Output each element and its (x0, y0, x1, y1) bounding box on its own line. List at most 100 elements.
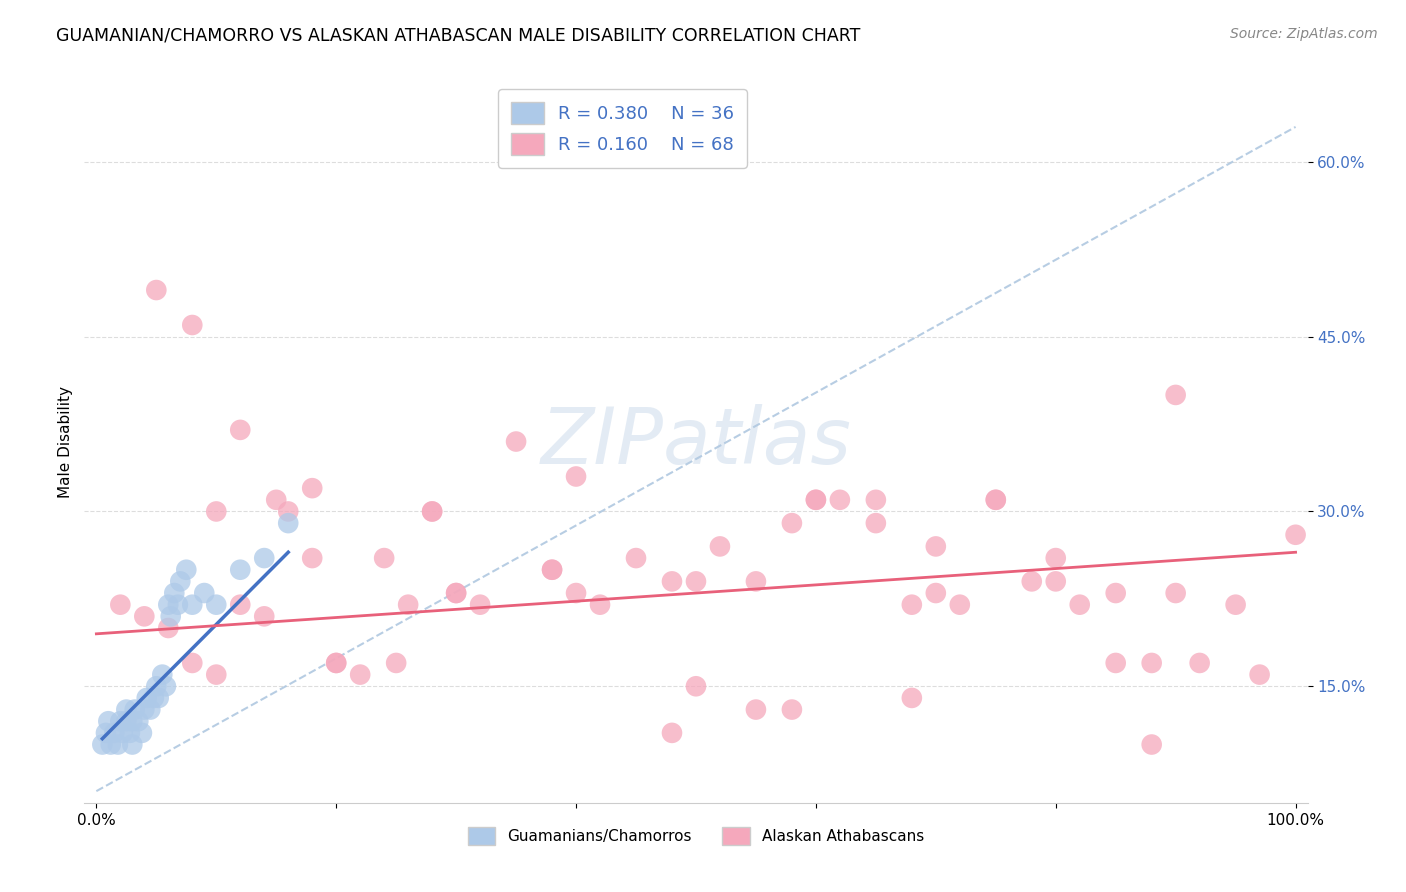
Point (565, 586, 588, 600)
Point (111, 726, 134, 740)
Point (97, 714, 120, 729)
Point (139, 702, 162, 716)
Point (565, 469, 588, 483)
Point (264, 492, 287, 507)
Text: ZIPatlas: ZIPatlas (540, 403, 852, 480)
Point (145, 283, 167, 297)
Point (780, 702, 803, 716)
Point (1045, 574, 1067, 589)
Point (181, 598, 204, 612)
Point (253, 551, 276, 566)
Point (661, 574, 683, 589)
Point (100, 738, 122, 752)
Point (984, 492, 1007, 507)
Point (134, 702, 156, 716)
Point (103, 726, 125, 740)
Point (193, 586, 215, 600)
Text: Source: ZipAtlas.com: Source: ZipAtlas.com (1230, 27, 1378, 41)
Point (253, 609, 276, 624)
Point (373, 551, 395, 566)
Point (110, 598, 132, 612)
Point (685, 679, 707, 693)
Point (745, 574, 768, 589)
Point (91, 738, 114, 752)
Point (444, 586, 467, 600)
Point (115, 702, 138, 716)
Point (984, 492, 1007, 507)
Point (865, 516, 887, 530)
Point (1140, 738, 1163, 752)
Point (205, 667, 228, 681)
Point (135, 690, 157, 705)
Point (277, 504, 299, 518)
Y-axis label: Male Disability: Male Disability (58, 385, 73, 498)
Point (901, 598, 924, 612)
Point (205, 504, 228, 518)
Point (229, 598, 252, 612)
Point (150, 667, 173, 681)
Point (110, 714, 132, 729)
Point (167, 598, 190, 612)
Point (1284, 528, 1306, 542)
Point (325, 656, 347, 670)
Point (1164, 586, 1187, 600)
Point (780, 516, 803, 530)
Point (1140, 656, 1163, 670)
Point (205, 598, 228, 612)
Legend: Guamanians/Chamorros, Alaskan Athabascans: Guamanians/Chamorros, Alaskan Athabascan… (460, 819, 932, 853)
Point (901, 690, 924, 705)
Point (420, 504, 443, 518)
Point (301, 481, 323, 495)
Point (325, 656, 347, 670)
Point (121, 714, 143, 729)
Point (349, 667, 371, 681)
Point (229, 423, 252, 437)
Point (804, 492, 827, 507)
Point (1069, 598, 1091, 612)
Point (1164, 388, 1187, 402)
Point (174, 563, 197, 577)
Point (94, 726, 117, 740)
Point (127, 714, 149, 729)
Point (1105, 656, 1128, 670)
Point (589, 598, 612, 612)
Point (163, 586, 186, 600)
Point (181, 318, 204, 332)
Point (1225, 598, 1247, 612)
Point (396, 598, 419, 612)
Point (709, 540, 731, 554)
Point (118, 726, 141, 740)
Point (148, 690, 170, 705)
Point (229, 563, 252, 577)
Point (301, 551, 323, 566)
Point (145, 679, 167, 693)
Point (925, 586, 948, 600)
Point (624, 551, 647, 566)
Point (420, 504, 443, 518)
Point (865, 492, 887, 507)
Point (661, 726, 683, 740)
Point (124, 702, 146, 716)
Point (1105, 586, 1128, 600)
Point (1188, 656, 1211, 670)
Point (1249, 667, 1271, 681)
Point (157, 621, 180, 635)
Point (1045, 551, 1067, 566)
Point (181, 656, 204, 670)
Point (131, 726, 153, 740)
Point (468, 598, 491, 612)
Point (277, 516, 299, 530)
Point (157, 598, 180, 612)
Point (169, 574, 191, 589)
Point (107, 738, 129, 752)
Point (505, 434, 527, 449)
Point (159, 609, 181, 624)
Point (828, 492, 851, 507)
Point (685, 574, 707, 589)
Point (134, 609, 156, 624)
Point (444, 586, 467, 600)
Point (142, 690, 165, 705)
Point (541, 563, 564, 577)
Point (804, 492, 827, 507)
Point (949, 598, 972, 612)
